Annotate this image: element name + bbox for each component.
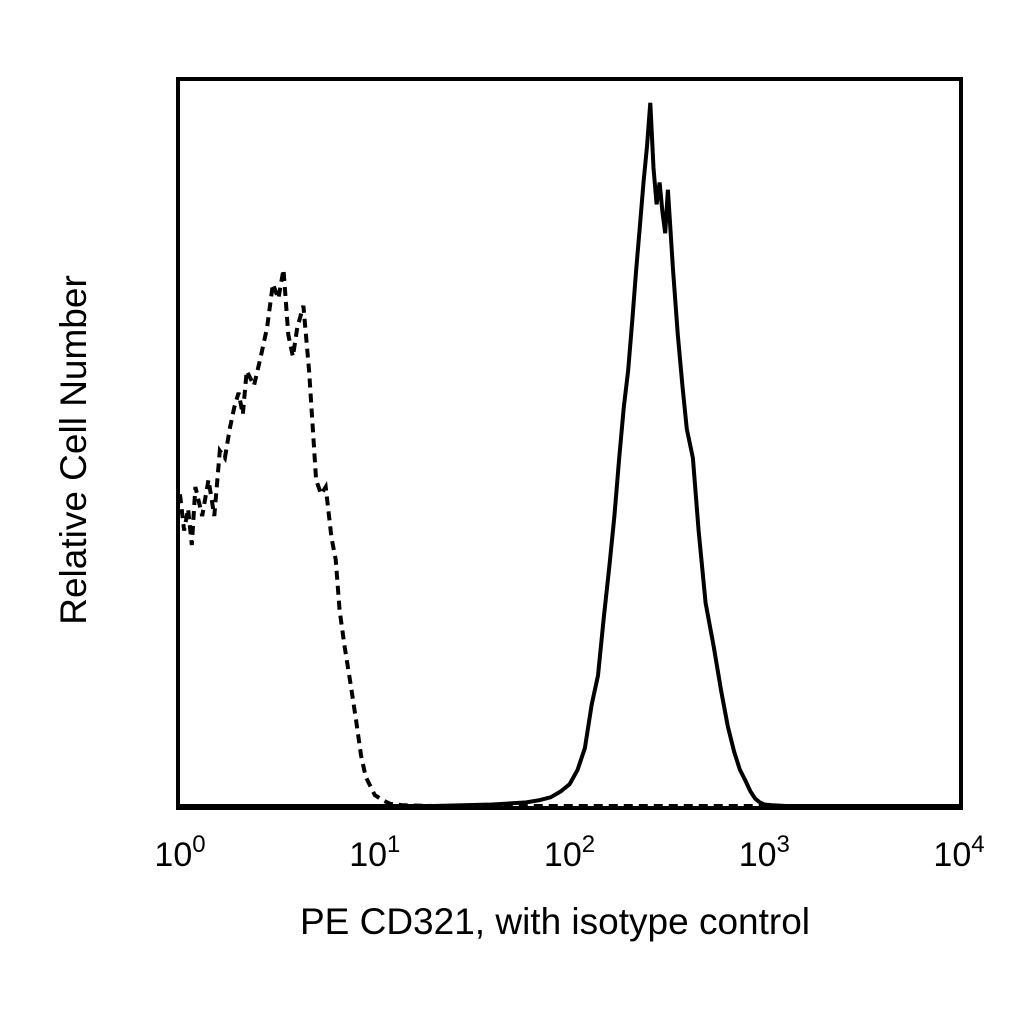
isotype-control-histogram xyxy=(178,269,959,808)
plot-frame xyxy=(176,77,963,810)
x-tick-label: 100 xyxy=(154,831,205,874)
y-axis-label: Relative Cell Number xyxy=(53,275,94,625)
series-layer xyxy=(178,102,959,808)
x-axis-label: PE CD321, with isotype control xyxy=(300,901,810,942)
x-tick-label: 104 xyxy=(933,831,984,874)
x-tick-labels: 100 101 102 103 104 xyxy=(154,831,984,874)
x-tick-label: 103 xyxy=(739,831,790,874)
x-tick-label: 102 xyxy=(544,831,595,874)
x-tick-label: 101 xyxy=(349,831,400,874)
pe-cd321-histogram xyxy=(180,102,959,808)
